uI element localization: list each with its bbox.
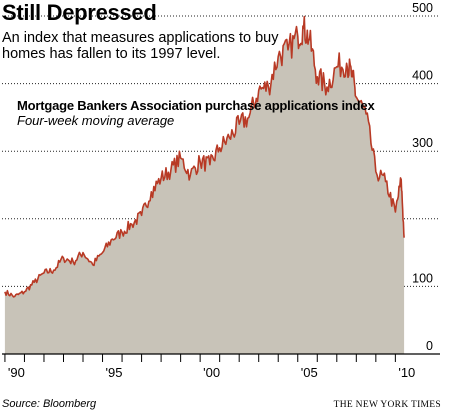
- y-tick-label: 100: [412, 271, 433, 285]
- x-axis: '90 '95 '00 '05 '10: [2, 353, 440, 380]
- x-tick-label: '10: [398, 365, 415, 380]
- y-tick-label: 300: [412, 136, 433, 150]
- series-note: Four-week moving average: [17, 113, 175, 128]
- x-tick-label: '90: [8, 365, 25, 380]
- series-line: [4, 15, 405, 298]
- y-tick-label: 400: [412, 69, 433, 83]
- x-tick-label: '95: [106, 365, 123, 380]
- series-label: Mortgage Bankers Association purchase ap…: [17, 98, 375, 128]
- x-tick-label: '05: [301, 365, 318, 380]
- area-fill: [4, 16, 405, 354]
- x-tick-label: '00: [203, 365, 220, 380]
- series-line-group: [4, 15, 405, 298]
- source-note: Source: Bloomberg: [2, 398, 97, 410]
- y-tick-label: 500: [412, 1, 433, 15]
- credit-line: THE NEW YORK TIMES: [333, 400, 441, 410]
- y-tick-label: 0: [426, 339, 433, 353]
- y-axis: 0 100 300 400 500: [412, 1, 433, 353]
- chart-subtitle: An index that measures applications to b…: [2, 30, 279, 62]
- chart-title: Still Depressed: [2, 0, 157, 25]
- series-title: Mortgage Bankers Association purchase ap…: [17, 98, 375, 113]
